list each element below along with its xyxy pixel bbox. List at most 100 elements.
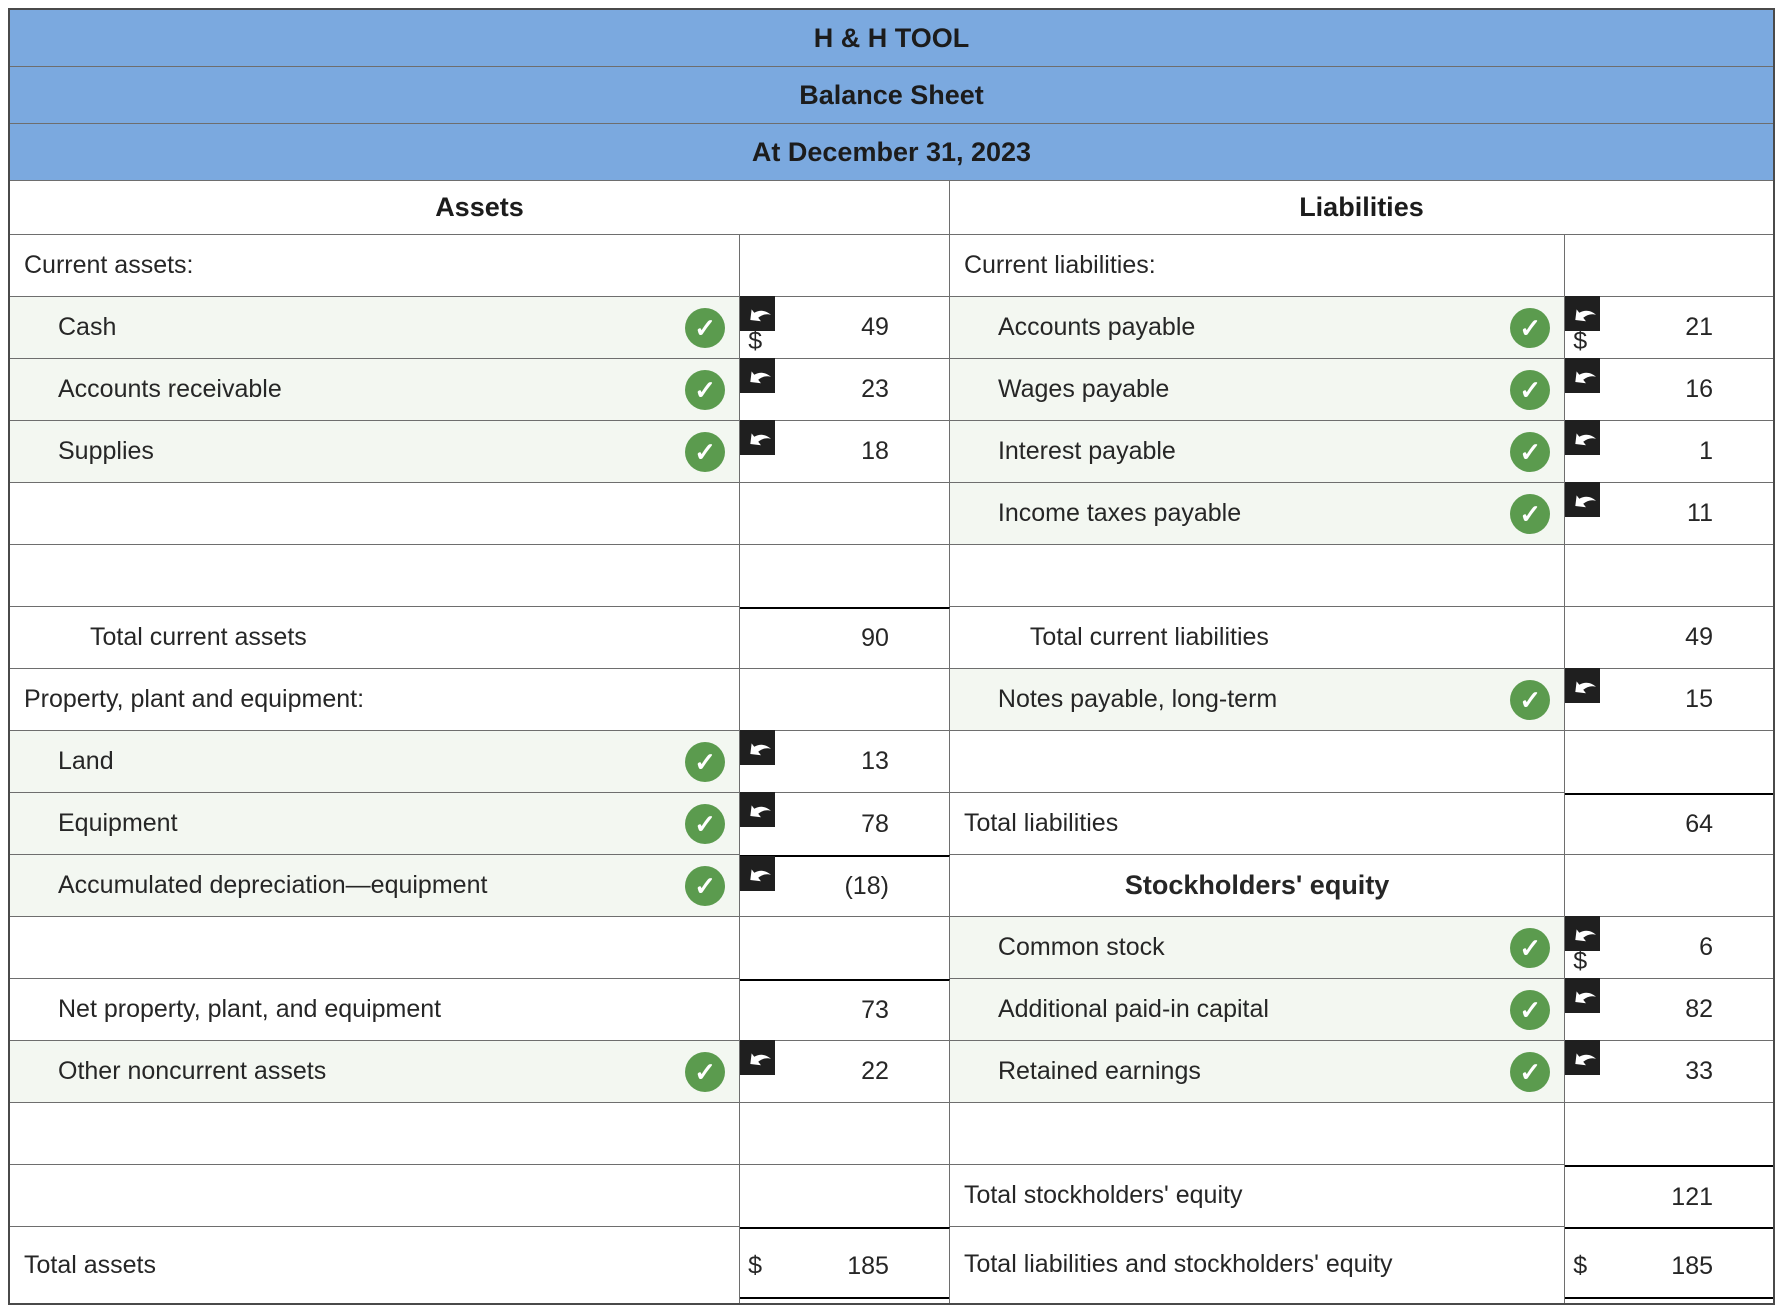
total-assets-value-cell[interactable]: $ 185	[740, 1227, 950, 1303]
undo-icon[interactable]	[740, 1040, 776, 1075]
undo-icon[interactable]	[740, 420, 776, 455]
common-stock-label-cell[interactable]: Common stock ✓	[949, 917, 1566, 979]
empty-value-cell[interactable]	[1565, 1103, 1773, 1165]
total-liabilities-value-cell[interactable]: 64	[1565, 793, 1773, 855]
accounts-payable-value-cell[interactable]: $ 21	[1565, 296, 1773, 359]
accumulated-depreciation-label: Accumulated depreciation—equipment	[58, 871, 488, 899]
correct-check-icon[interactable]: ✓	[685, 865, 726, 906]
accounts-receivable-value-cell[interactable]: 23	[740, 358, 950, 421]
undo-icon[interactable]	[1565, 916, 1601, 951]
cash-label-cell[interactable]: Cash ✓	[10, 297, 741, 359]
land-label-cell[interactable]: Land ✓	[10, 731, 741, 793]
cash-value-cell[interactable]: $ 49	[740, 296, 950, 359]
undo-icon[interactable]	[1565, 1040, 1601, 1075]
retained-earnings-label-cell[interactable]: Retained earnings ✓	[949, 1041, 1566, 1103]
empty-value-cell[interactable]	[1565, 731, 1773, 793]
undo-icon[interactable]	[1565, 420, 1601, 455]
income-taxes-payable-value-cell[interactable]: 11	[1565, 482, 1773, 545]
other-noncurrent-assets-value: 22	[861, 1057, 889, 1085]
additional-paid-in-capital-label-cell[interactable]: Additional paid-in capital ✓	[949, 979, 1566, 1041]
correct-check-icon[interactable]: ✓	[685, 803, 726, 844]
total-current-liabilities-value-cell[interactable]: 49	[1565, 607, 1773, 669]
accumulated-depreciation-label-cell[interactable]: Accumulated depreciation—equipment ✓	[10, 855, 741, 917]
equipment-label-cell[interactable]: Equipment ✓	[10, 793, 741, 855]
common-stock-label: Common stock	[997, 933, 1165, 961]
empty-value-cell[interactable]	[740, 1103, 950, 1165]
notes-payable-label-cell[interactable]: Notes payable, long-term ✓	[949, 669, 1566, 731]
correct-check-icon[interactable]: ✓	[1510, 679, 1551, 720]
correct-check-icon[interactable]: ✓	[1510, 369, 1551, 410]
total-stockholders-equity-value-cell[interactable]: 121	[1565, 1165, 1774, 1227]
undo-icon[interactable]	[740, 792, 776, 827]
empty-value-cell[interactable]	[740, 917, 950, 979]
total-liabilities-label-cell: Total liabilities	[949, 793, 1566, 855]
correct-check-icon[interactable]: ✓	[685, 741, 726, 782]
undo-icon[interactable]	[740, 296, 776, 331]
correct-check-icon[interactable]: ✓	[1510, 431, 1551, 472]
accounts-payable-label-cell[interactable]: Accounts payable ✓	[949, 297, 1566, 359]
empty-label-cell[interactable]	[949, 1103, 1566, 1165]
total-current-assets-value-cell[interactable]: 90	[740, 607, 950, 669]
total-liabilities-and-equity-value-cell[interactable]: $ 185	[1565, 1227, 1774, 1303]
other-noncurrent-assets-value-cell[interactable]: 22	[740, 1040, 950, 1103]
total-stockholders-equity-label: Total stockholders' equity	[963, 1181, 1243, 1209]
additional-paid-in-capital-value-cell[interactable]: 82	[1565, 978, 1773, 1041]
net-ppe-value-cell[interactable]: 73	[740, 979, 950, 1041]
check-glyph: ✓	[1519, 374, 1542, 405]
equipment-value-cell[interactable]: 78	[740, 792, 950, 855]
empty-label-cell[interactable]	[10, 483, 741, 545]
correct-check-icon[interactable]: ✓	[685, 431, 726, 472]
undo-icon[interactable]	[1565, 296, 1601, 331]
income-taxes-payable-label-cell[interactable]: Income taxes payable ✓	[949, 483, 1566, 545]
correct-check-icon[interactable]: ✓	[1510, 493, 1551, 534]
empty-label-cell[interactable]	[10, 1103, 741, 1165]
common-stock-value-cell[interactable]: $ 6	[1565, 916, 1773, 979]
interest-payable-label-cell[interactable]: Interest payable ✓	[949, 421, 1566, 483]
empty-value-cell[interactable]	[740, 235, 950, 297]
empty-value-cell[interactable]	[740, 669, 950, 731]
empty-label-cell[interactable]	[949, 731, 1566, 793]
other-noncurrent-assets-label-cell[interactable]: Other noncurrent assets ✓	[10, 1041, 741, 1103]
supplies-value-cell[interactable]: 18	[740, 420, 950, 483]
accounts-payable-label: Accounts payable	[997, 313, 1196, 341]
undo-icon[interactable]	[740, 730, 776, 765]
wages-payable-value-cell[interactable]: 16	[1565, 358, 1773, 421]
undo-icon[interactable]	[1565, 978, 1601, 1013]
accounts-payable-value: 21	[1685, 313, 1713, 341]
undo-icon[interactable]	[1565, 358, 1601, 393]
empty-label-cell[interactable]	[10, 545, 741, 607]
equipment-value: 78	[861, 809, 889, 838]
correct-check-icon[interactable]: ✓	[1510, 307, 1551, 348]
empty-label-cell[interactable]	[10, 1165, 741, 1227]
empty-value-cell[interactable]	[740, 1165, 950, 1227]
undo-icon[interactable]	[1565, 482, 1601, 517]
undo-icon[interactable]	[740, 856, 776, 891]
empty-value-cell[interactable]	[740, 483, 950, 545]
correct-check-icon[interactable]: ✓	[685, 1051, 726, 1092]
correct-check-icon[interactable]: ✓	[1510, 927, 1551, 968]
wages-payable-label-cell[interactable]: Wages payable ✓	[949, 359, 1566, 421]
undo-icon[interactable]	[1565, 668, 1601, 703]
notes-payable-label: Notes payable, long-term	[997, 685, 1278, 713]
correct-check-icon[interactable]: ✓	[1510, 989, 1551, 1030]
notes-payable-value: 15	[1685, 685, 1713, 713]
statement-title: Balance Sheet	[10, 67, 1773, 124]
empty-label-cell[interactable]	[949, 545, 1566, 607]
correct-check-icon[interactable]: ✓	[1510, 1051, 1551, 1092]
empty-value-cell[interactable]	[1565, 545, 1774, 607]
notes-payable-value-cell[interactable]: 15	[1565, 668, 1773, 731]
supplies-label-cell[interactable]: Supplies ✓	[10, 421, 741, 483]
empty-label-cell[interactable]	[10, 917, 741, 979]
accumulated-depreciation-value-cell[interactable]: (18)	[740, 855, 950, 917]
accounts-receivable-label-cell[interactable]: Accounts receivable ✓	[10, 359, 741, 421]
undo-icon[interactable]	[740, 358, 776, 393]
empty-value-cell[interactable]	[740, 545, 950, 607]
empty-value-cell[interactable]	[1565, 235, 1774, 297]
retained-earnings-value-cell[interactable]: 33	[1565, 1040, 1773, 1103]
correct-check-icon[interactable]: ✓	[685, 369, 726, 410]
empty-value-cell[interactable]	[1565, 855, 1773, 917]
total-current-assets-value: 90	[861, 624, 889, 652]
land-value-cell[interactable]: 13	[740, 730, 950, 793]
interest-payable-value-cell[interactable]: 1	[1565, 420, 1773, 483]
correct-check-icon[interactable]: ✓	[685, 307, 726, 348]
